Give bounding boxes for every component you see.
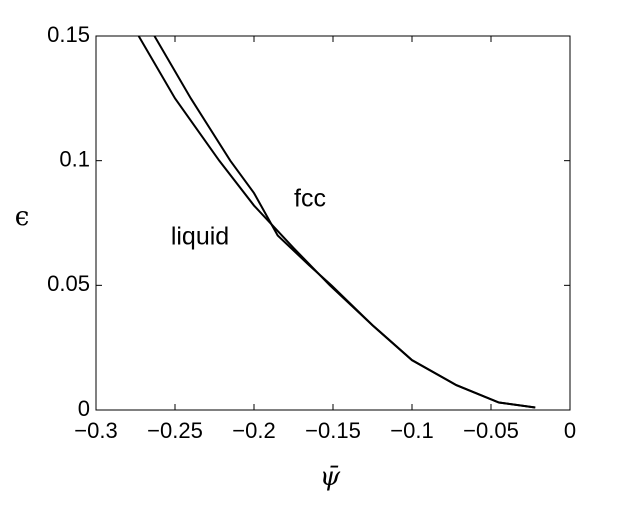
y-tick-label: 0.05 (47, 271, 90, 296)
x-tick-label: −0.15 (305, 418, 361, 443)
y-tick-label: 0.15 (47, 22, 90, 47)
annotation: liquid (171, 223, 229, 251)
x-axis-label: ψ̄ (320, 462, 341, 492)
x-tick-label: 0 (564, 418, 576, 443)
y-axis-label: ϵ (15, 202, 30, 232)
x-tick-label: −0.3 (74, 418, 117, 443)
x-tick-label: −0.25 (147, 418, 203, 443)
y-tick-label: 0 (78, 396, 90, 421)
line (153, 35, 536, 409)
plot-frame (95, 35, 571, 411)
x-tick-label: −0.1 (390, 418, 433, 443)
x-tick-label: −0.05 (463, 418, 519, 443)
annotation: fcc (294, 185, 326, 213)
y-tick-label: 0.1 (59, 146, 90, 171)
x-tick-label: −0.2 (232, 418, 275, 443)
